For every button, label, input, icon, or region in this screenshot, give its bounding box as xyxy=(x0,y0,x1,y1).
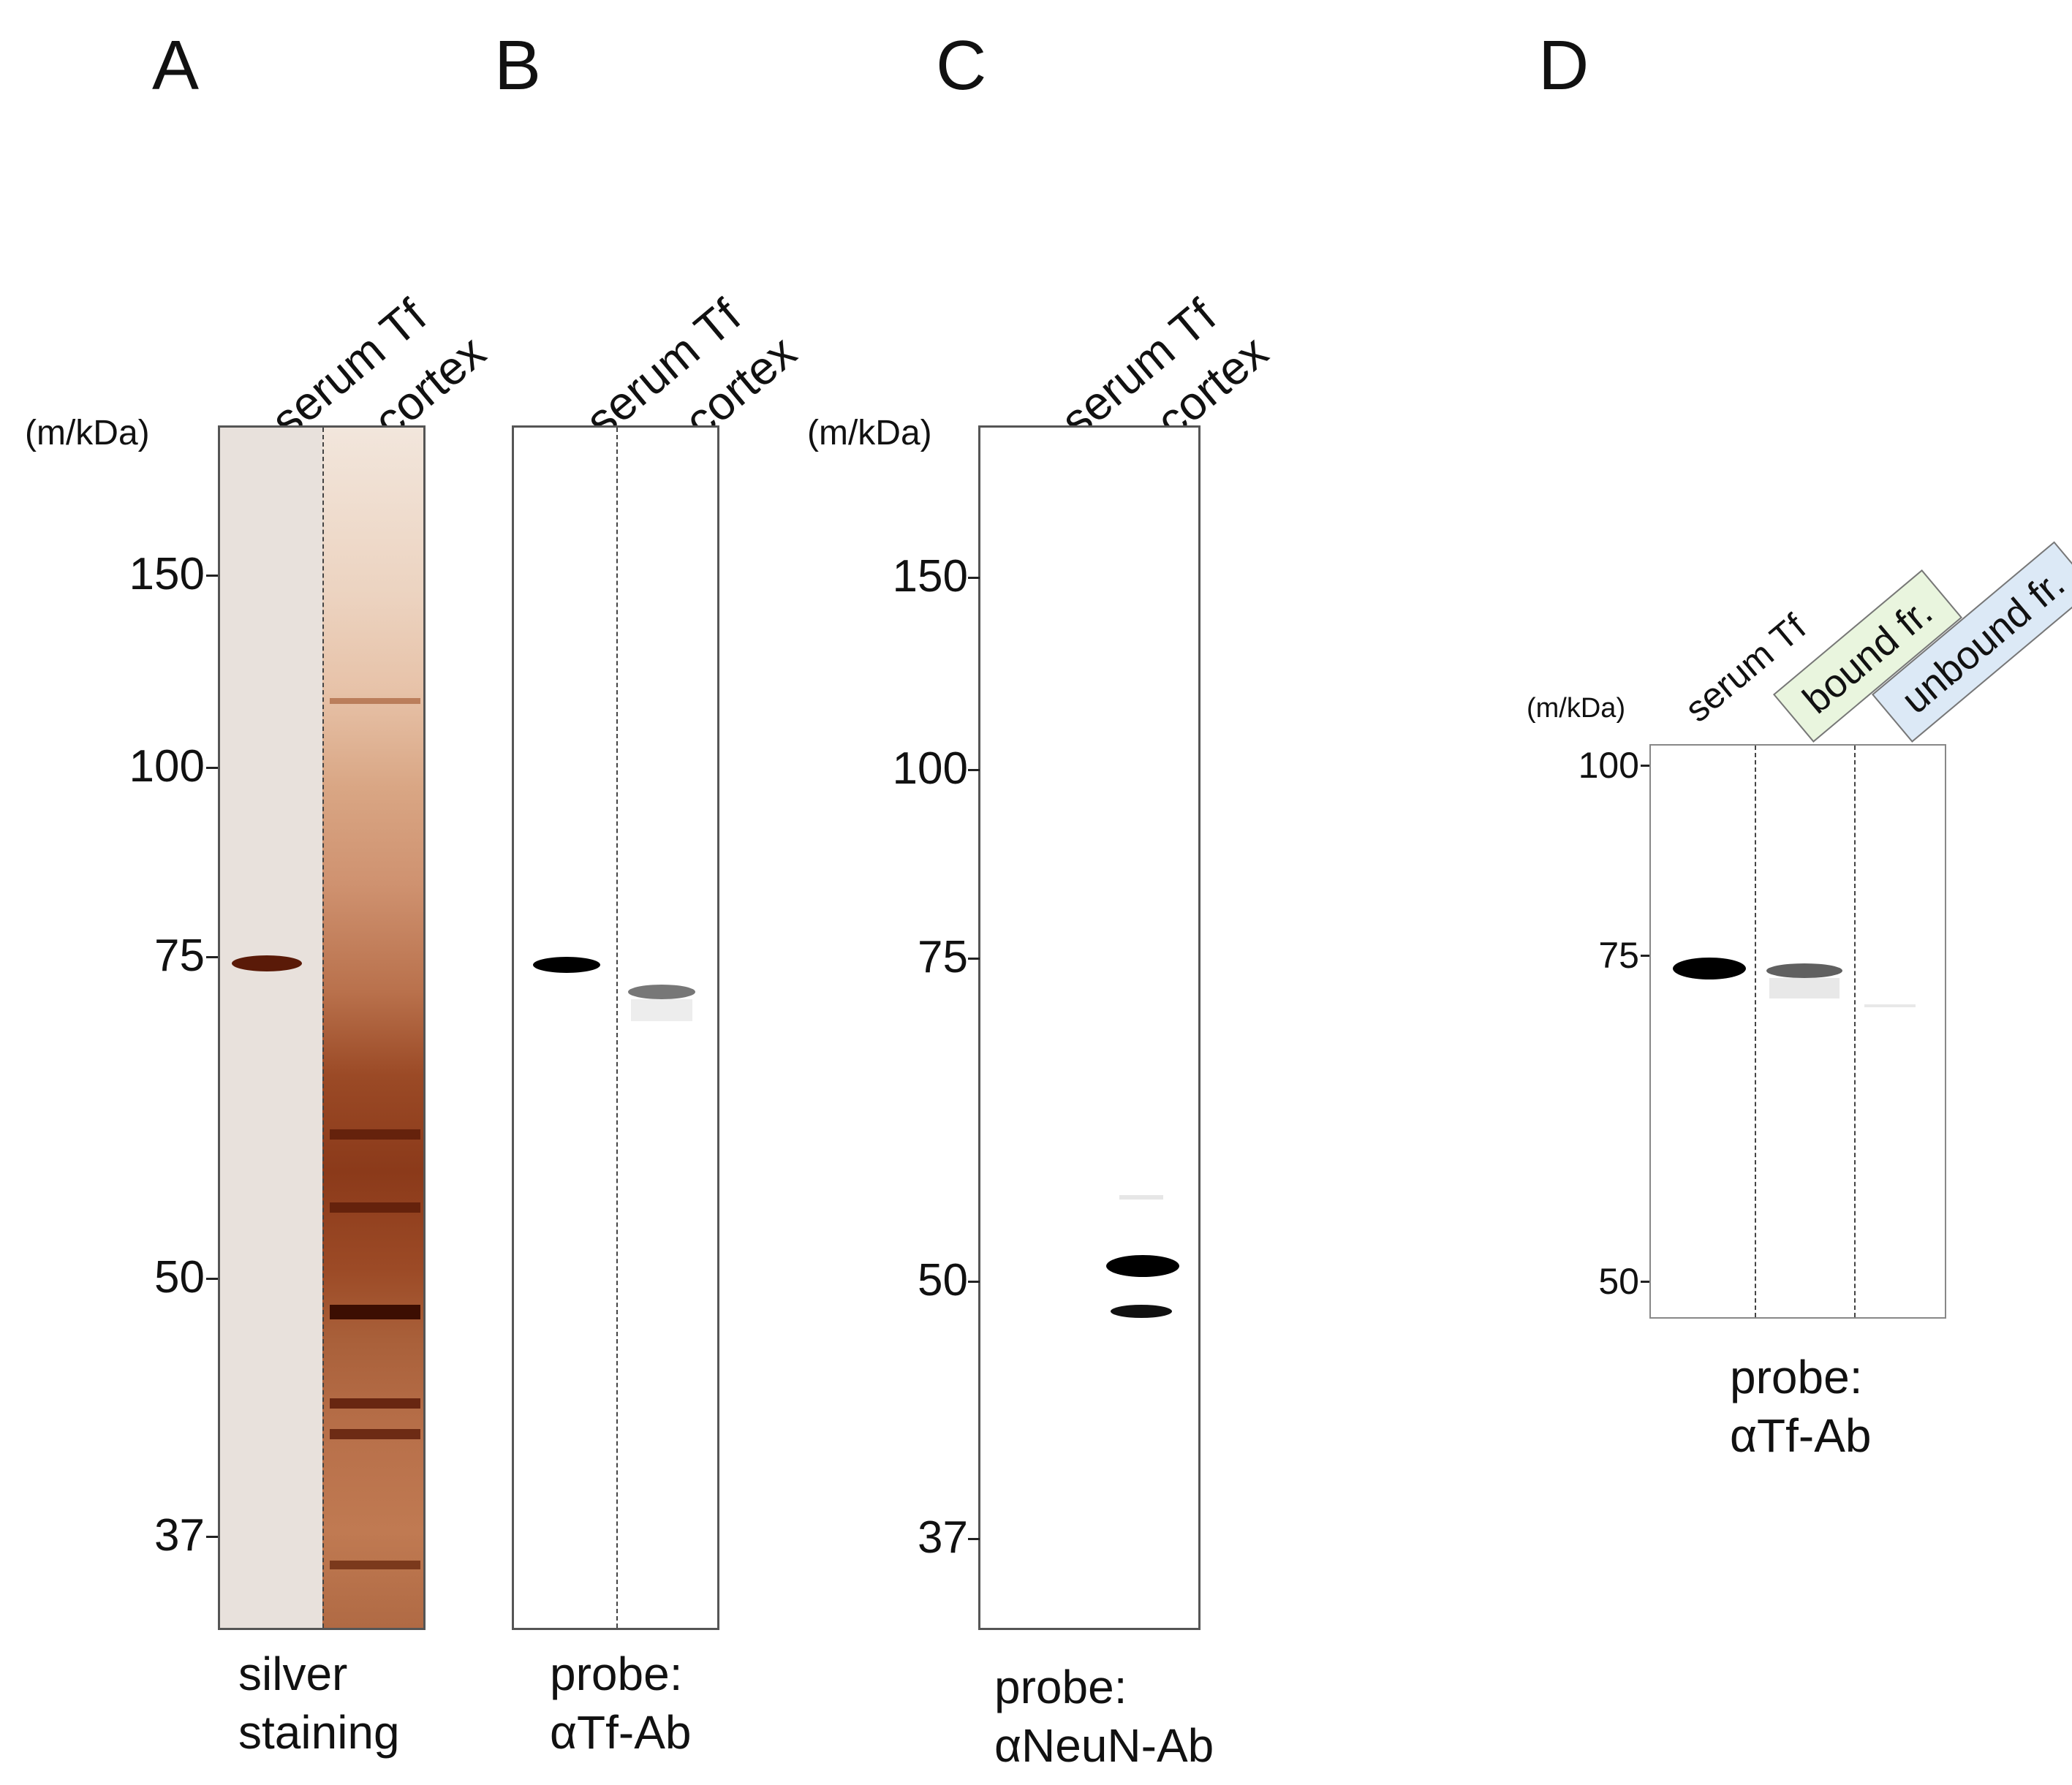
serum-tf-band xyxy=(533,957,600,973)
unit-label-kda: (m/kDa) xyxy=(807,414,932,452)
lane-divider xyxy=(1755,746,1756,1317)
cortex-band xyxy=(330,1398,420,1409)
cortex-band xyxy=(330,1129,420,1140)
tick-37 xyxy=(206,1536,218,1538)
tick-100 xyxy=(1641,765,1649,767)
serum-tf-band xyxy=(232,955,302,971)
caption-d: probe: αTf-Ab xyxy=(1730,1348,1871,1465)
tick-150 xyxy=(968,577,980,579)
tick-37 xyxy=(968,1538,980,1540)
bound-fr-smear xyxy=(1769,978,1840,998)
cortex-band xyxy=(330,698,420,704)
caption-line: αTf-Ab xyxy=(1730,1409,1872,1462)
cortex-band xyxy=(330,1202,420,1213)
marker-100: 100 xyxy=(129,741,205,792)
marker-75: 75 xyxy=(918,932,968,982)
caption-b: probe: αTf-Ab xyxy=(550,1645,691,1762)
tick-100 xyxy=(968,769,980,771)
caption-line: silver xyxy=(238,1648,348,1700)
lane-divider xyxy=(1854,746,1856,1317)
silver-stain-gel xyxy=(218,425,426,1630)
marker-50: 50 xyxy=(918,1255,968,1305)
tick-50 xyxy=(206,1278,218,1280)
tick-50 xyxy=(1641,1281,1649,1283)
cortex-band xyxy=(330,1305,420,1319)
marker-150: 150 xyxy=(892,551,968,602)
caption-line: staining xyxy=(238,1706,400,1759)
tick-75 xyxy=(968,958,980,960)
tick-50 xyxy=(968,1281,980,1283)
cortex-tf-band xyxy=(628,985,695,999)
marker-37: 37 xyxy=(154,1510,205,1561)
marker-75: 75 xyxy=(154,931,205,981)
marker-75: 75 xyxy=(1598,935,1639,976)
panel-letter-c: C xyxy=(936,26,987,105)
marker-150: 150 xyxy=(129,549,205,599)
marker-37: 37 xyxy=(918,1512,968,1563)
caption-line: probe: xyxy=(1730,1351,1863,1403)
bound-fr-band xyxy=(1766,963,1842,978)
caption-a: silver staining xyxy=(238,1645,400,1762)
caption-c: probe: αNeuN-Ab xyxy=(994,1658,1214,1775)
caption-line: probe: xyxy=(550,1648,683,1700)
western-blot-d xyxy=(1649,744,1946,1319)
marker-100: 100 xyxy=(892,743,968,794)
marker-100: 100 xyxy=(1578,745,1639,786)
tick-75 xyxy=(1641,955,1649,957)
unbound-fr-faint xyxy=(1864,1004,1916,1007)
serum-tf-band xyxy=(1673,958,1746,979)
western-blot-c xyxy=(978,425,1201,1630)
cortex-lane-smear xyxy=(322,428,423,1628)
tick-150 xyxy=(206,575,218,577)
caption-line: αTf-Ab xyxy=(550,1706,692,1759)
panel-letter-b: B xyxy=(494,26,542,105)
lane-divider xyxy=(616,428,618,1628)
lane-divider xyxy=(322,428,324,1628)
caption-line: αNeuN-Ab xyxy=(994,1719,1214,1772)
unit-label-kda: (m/kDa) xyxy=(1527,693,1626,724)
neun-band-upper xyxy=(1106,1255,1179,1277)
cortex-tf-smear xyxy=(631,999,692,1021)
marker-50: 50 xyxy=(1598,1261,1639,1302)
marker-50: 50 xyxy=(154,1252,205,1303)
cortex-band xyxy=(330,1429,420,1439)
panel-letter-a: A xyxy=(152,26,200,105)
cortex-band xyxy=(330,1561,420,1569)
western-blot-b xyxy=(512,425,719,1630)
neun-band-lower xyxy=(1111,1305,1172,1318)
faint-band xyxy=(1119,1195,1163,1200)
panel-letter-d: D xyxy=(1538,26,1589,105)
tick-100 xyxy=(206,767,218,769)
caption-line: probe: xyxy=(994,1661,1127,1713)
unit-label-kda: (m/kDa) xyxy=(25,414,150,452)
tick-75 xyxy=(206,956,218,958)
